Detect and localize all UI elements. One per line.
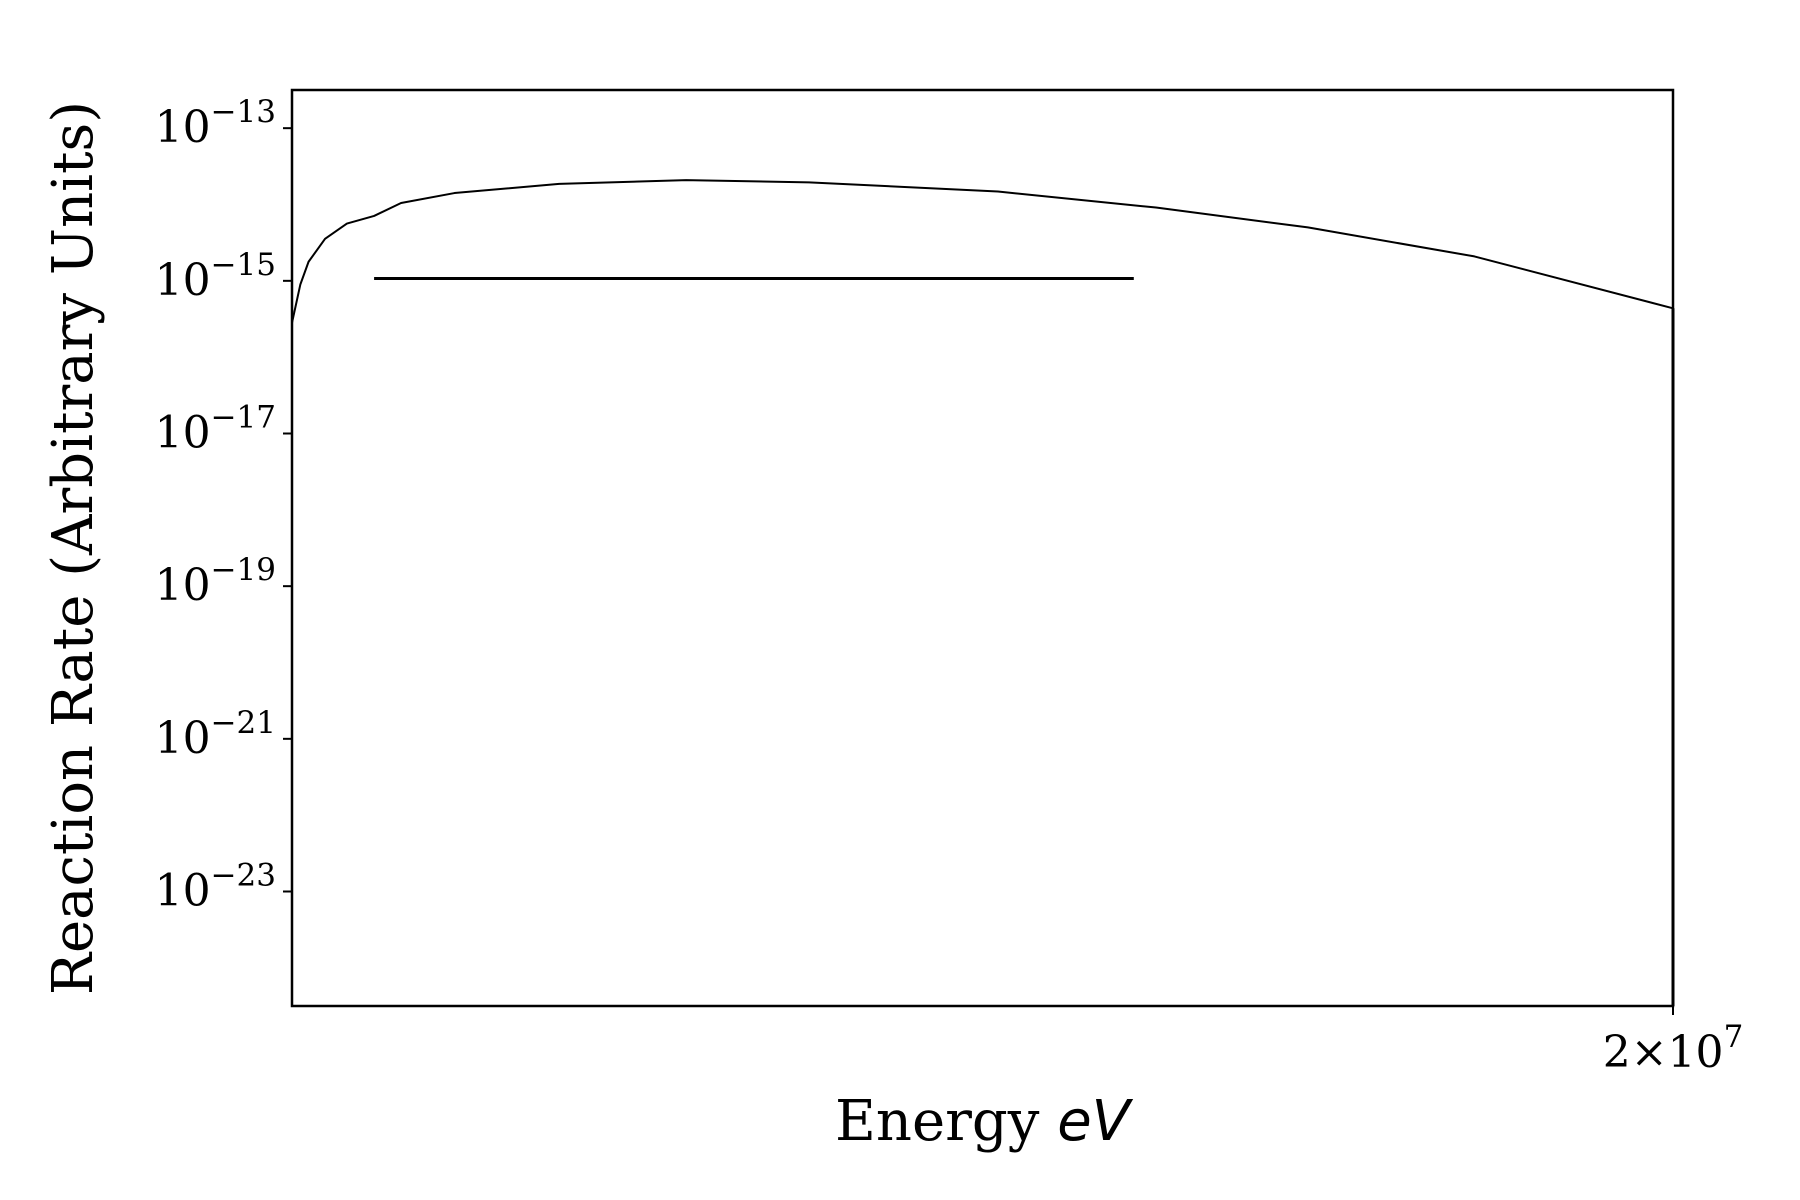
y-tick-label-exponent: −17	[211, 400, 276, 436]
x-tick-label-mantissa: 2	[1603, 1027, 1631, 1078]
y-tick-label-exponent: −23	[211, 858, 276, 894]
y-tick-label-base: 10	[155, 102, 211, 153]
y-tick-label: 10−23	[155, 858, 276, 917]
y-tick-label-base: 10	[155, 560, 211, 611]
series-curve-0	[291, 179, 1674, 324]
y-tick-label-exponent: −19	[211, 552, 276, 588]
y-tick-label-base: 10	[155, 866, 211, 917]
series-group	[291, 179, 1675, 1006]
x-tick-label-exponent: 7	[1724, 1019, 1744, 1055]
y-tick-label-exponent: −21	[211, 705, 276, 741]
y-tick-label: 10−15	[155, 247, 276, 306]
x-axis-label-text: Energy	[835, 1089, 1040, 1154]
x-tick-label: 2×107	[1603, 1019, 1744, 1078]
y-tick-label: 10−13	[155, 94, 276, 153]
x-tick-label-base: 10	[1668, 1027, 1724, 1078]
y-axis-label: Reaction Rate (Arbitrary Units)	[41, 101, 106, 995]
x-axis-label-unit: eV	[1057, 1089, 1133, 1154]
x-tick-label-times: ×	[1631, 1027, 1668, 1078]
y-tick-label-base: 10	[155, 408, 211, 459]
y-tick-label: 10−21	[155, 705, 276, 764]
y-tick-label-base: 10	[155, 713, 211, 764]
y-tick-label-exponent: −15	[211, 247, 276, 283]
x-axis-label: Energy eV	[835, 1089, 1134, 1154]
y-tick-label: 10−19	[155, 552, 276, 611]
y-tick-label-base: 10	[155, 255, 211, 306]
y-tick-label: 10−17	[155, 400, 276, 459]
axes-frame	[290, 88, 1675, 1008]
y-tick-label-exponent: −13	[211, 94, 276, 130]
